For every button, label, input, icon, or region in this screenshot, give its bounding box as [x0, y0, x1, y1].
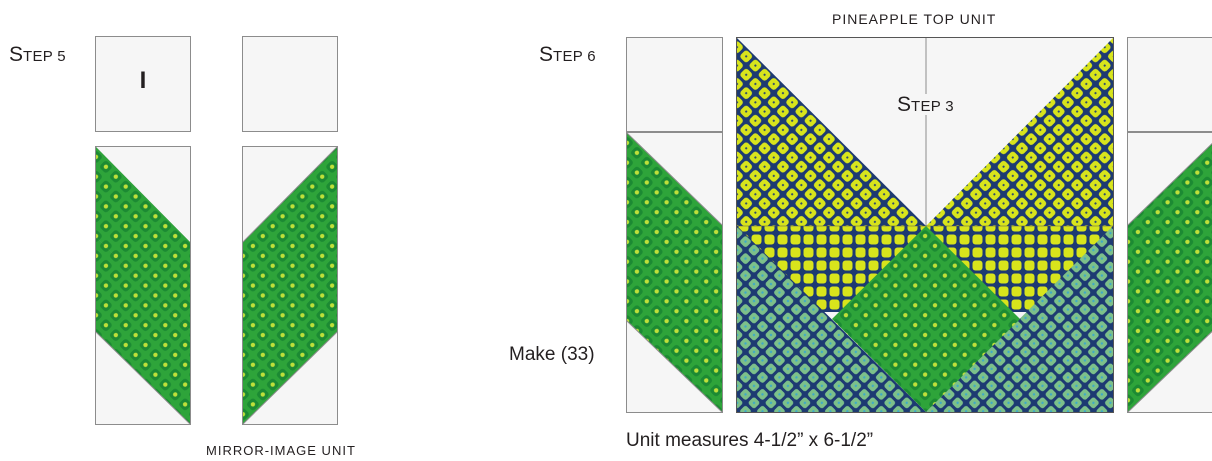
- step-6-label: STEP 6: [539, 44, 596, 65]
- make-count-label: Make (33): [509, 344, 595, 365]
- step-5-label: STEP 5: [9, 44, 66, 65]
- side-strip-left: [626, 132, 723, 413]
- step-5-initial: S: [9, 43, 24, 66]
- mirror-image-caption: MIRROR-IMAGE UNIT: [206, 443, 356, 458]
- white-square-mirror: [242, 36, 338, 132]
- step-3-rest: TEP 3: [911, 98, 954, 115]
- diagonal-strip-left: [95, 146, 191, 425]
- pineapple-top-title: PINEAPPLE TOP UNIT: [832, 11, 997, 27]
- green-body-left: [96, 147, 190, 330]
- lime-triangle-left: [737, 38, 926, 226]
- step-3-label: STEP 3: [893, 94, 958, 115]
- green-center-diamond: [832, 226, 1020, 412]
- piece-label-i: I: [139, 67, 147, 94]
- unit-measure-note: Unit measures 4-1/2” x 6-1/2”: [626, 430, 874, 451]
- lime-triangle-right: [926, 38, 1113, 226]
- step-6-rest: TEP 6: [553, 48, 596, 65]
- top-right-white-square: [1127, 37, 1212, 132]
- step-6-initial: S: [539, 43, 554, 66]
- step-5-rest: TEP 5: [23, 48, 66, 65]
- side-strip-right: [1127, 132, 1212, 413]
- teal-triangle-left: [737, 226, 926, 412]
- step-3-initial: S: [897, 93, 912, 116]
- white-square-i: I: [95, 36, 191, 132]
- diagonal-strip-right: [242, 146, 338, 425]
- top-left-white-square: [626, 37, 723, 132]
